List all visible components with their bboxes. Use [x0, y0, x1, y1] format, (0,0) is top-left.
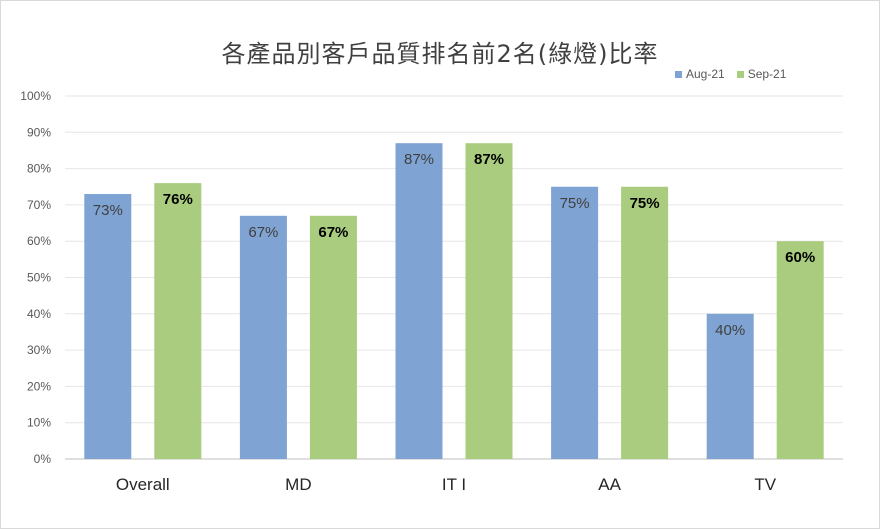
- bar-sep-21: [154, 183, 201, 459]
- bar-aug-21: [84, 194, 131, 459]
- data-label-aug-21: 40%: [715, 322, 745, 339]
- y-tick-label: 60%: [27, 234, 51, 248]
- category-label: Overall: [116, 475, 170, 494]
- y-tick-label: 70%: [27, 198, 51, 212]
- bar-aug-21: [396, 143, 443, 459]
- data-label-aug-21: 67%: [248, 224, 278, 241]
- bar-sep-21: [466, 143, 513, 459]
- data-label-aug-21: 73%: [93, 202, 123, 219]
- category-label: AA: [598, 475, 621, 494]
- y-tick-label: 10%: [27, 416, 51, 430]
- data-label-sep-21: 67%: [318, 224, 348, 241]
- y-tick-label: 0%: [34, 452, 52, 466]
- bar-sep-21: [777, 241, 824, 459]
- y-tick-label: 40%: [27, 307, 51, 321]
- y-tick-label: 50%: [27, 271, 51, 285]
- data-label-aug-21: 75%: [560, 195, 590, 212]
- y-tick-label: 20%: [27, 379, 51, 393]
- y-tick-label: 80%: [27, 162, 51, 176]
- data-label-aug-21: 87%: [404, 151, 434, 168]
- bar-aug-21: [551, 187, 598, 459]
- y-tick-label: 30%: [27, 343, 51, 357]
- category-label: IT I: [442, 475, 466, 494]
- data-label-sep-21: 76%: [163, 191, 193, 208]
- bar-sep-21: [310, 216, 357, 459]
- data-label-sep-21: 75%: [630, 195, 660, 212]
- category-label: TV: [754, 475, 776, 494]
- bar-aug-21: [240, 216, 287, 459]
- y-tick-label: 90%: [27, 125, 51, 139]
- data-label-sep-21: 60%: [785, 249, 815, 266]
- data-label-sep-21: 87%: [474, 151, 504, 168]
- category-label: MD: [285, 475, 311, 494]
- bar-sep-21: [621, 187, 668, 459]
- y-tick-label: 100%: [20, 89, 51, 103]
